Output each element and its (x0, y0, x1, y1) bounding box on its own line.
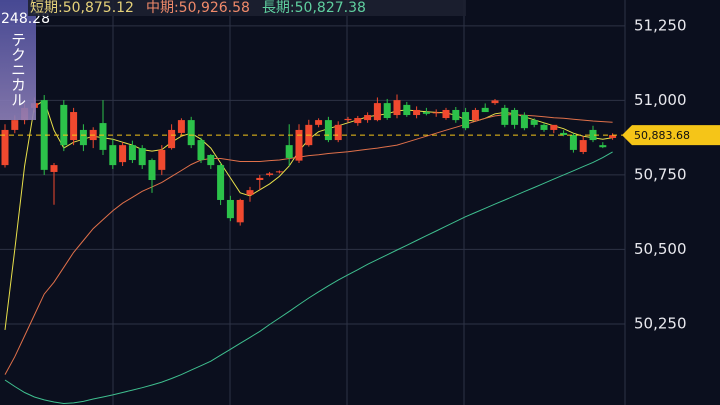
candle-body (471, 109, 479, 121)
candle-body (354, 118, 362, 124)
candle-body (295, 129, 303, 161)
legend-entry: 長期:50,827.38 (262, 0, 366, 16)
candle-body (491, 100, 499, 104)
candle-body (481, 107, 489, 113)
y-tick-label: 50,500 (634, 240, 687, 258)
candle-body (324, 120, 332, 141)
candle-body (579, 140, 587, 152)
candle-body (197, 140, 205, 161)
candle-body (442, 109, 450, 119)
candle-body (79, 129, 87, 146)
candle-body (285, 145, 293, 158)
candle-body (266, 173, 274, 175)
candle-body (432, 112, 440, 114)
candle-body (383, 103, 391, 119)
candle-body (589, 129, 597, 141)
candle-body (550, 124, 558, 130)
candle-body (422, 112, 430, 114)
candle-body (393, 100, 401, 116)
candle-body (520, 115, 528, 129)
y-tick-label: 51,000 (634, 91, 687, 109)
candle-body (501, 107, 509, 125)
ma-line (4, 114, 613, 375)
candle-body (569, 135, 577, 150)
candle-body (40, 100, 48, 170)
candle-body (168, 129, 176, 149)
candle-body (315, 120, 323, 125)
ma-line (4, 151, 613, 405)
candle-body (609, 135, 617, 138)
candle-body (275, 171, 283, 173)
candle-body (452, 109, 460, 121)
legend-bg (28, 0, 466, 16)
candle-body (344, 118, 352, 121)
candle-body (119, 145, 127, 163)
candle-body (138, 148, 146, 166)
last-price-label: 50,883.68 (634, 129, 690, 142)
candle-body (1, 129, 9, 166)
technical-button-label[interactable]: テクニカル (9, 32, 27, 107)
candle-body (599, 145, 607, 148)
candle-body (530, 120, 538, 125)
candle-body (334, 124, 342, 141)
candle-body (109, 145, 117, 166)
y-tick-label: 50,250 (634, 314, 687, 332)
candle-body (99, 123, 107, 150)
candle-body (560, 132, 568, 135)
candle-body (540, 124, 548, 130)
candle-body (413, 109, 421, 116)
candle-body (462, 112, 470, 129)
candle-body (177, 120, 185, 133)
candle-body (158, 149, 166, 170)
candle-body (60, 104, 68, 146)
candle-body (246, 190, 254, 195)
candle-body (11, 120, 19, 130)
candle-body (256, 177, 264, 180)
candle-body (128, 145, 136, 161)
legend-entry: 短期:50,875.12 (30, 0, 134, 16)
last-price-tag (622, 125, 720, 146)
y-tick-label: 51,250 (634, 16, 687, 34)
candle-body (50, 165, 58, 172)
candle-body (207, 154, 215, 166)
candle-body (226, 199, 234, 219)
candle-body (236, 199, 244, 223)
technical-button[interactable] (0, 0, 36, 120)
candle-body (364, 115, 372, 121)
candle-body (70, 112, 78, 141)
legend-entry: 中期:50,926.58 (146, 0, 250, 16)
y-tick-label: 50,750 (634, 165, 687, 183)
candle-body (373, 103, 381, 121)
candle-body (511, 109, 519, 125)
candle-body (217, 165, 225, 200)
candle-body (148, 160, 156, 180)
candle-body (403, 104, 411, 116)
candle-body (187, 120, 195, 146)
